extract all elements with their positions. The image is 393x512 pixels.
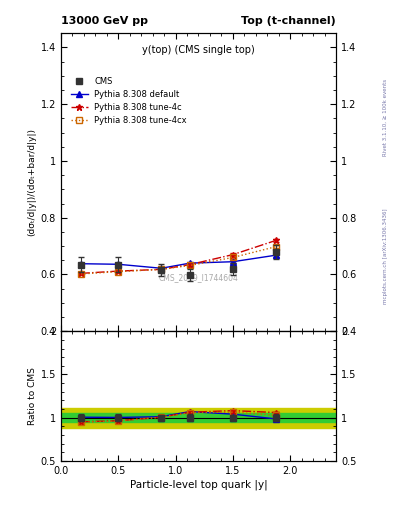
Text: CMS_2019_I1744604: CMS_2019_I1744604 <box>158 273 239 282</box>
Text: Rivet 3.1.10, ≥ 100k events: Rivet 3.1.10, ≥ 100k events <box>383 79 388 156</box>
X-axis label: Particle-level top quark |y|: Particle-level top quark |y| <box>130 480 267 490</box>
Legend: CMS, Pythia 8.308 default, Pythia 8.308 tune-4c, Pythia 8.308 tune-4cx: CMS, Pythia 8.308 default, Pythia 8.308 … <box>68 73 191 129</box>
Y-axis label: (dσₜ/d|y|)/(dσₜ+bar/d|y|): (dσₜ/d|y|)/(dσₜ+bar/d|y|) <box>28 129 37 236</box>
Y-axis label: Ratio to CMS: Ratio to CMS <box>28 367 37 425</box>
Bar <box>61 408 336 428</box>
Text: 13000 GeV pp: 13000 GeV pp <box>61 16 148 26</box>
Text: Top (t-channel): Top (t-channel) <box>241 16 336 26</box>
Text: y(top) (CMS single top): y(top) (CMS single top) <box>142 45 255 55</box>
Bar <box>61 413 336 422</box>
Text: mcplots.cern.ch [arXiv:1306.3436]: mcplots.cern.ch [arXiv:1306.3436] <box>383 208 388 304</box>
